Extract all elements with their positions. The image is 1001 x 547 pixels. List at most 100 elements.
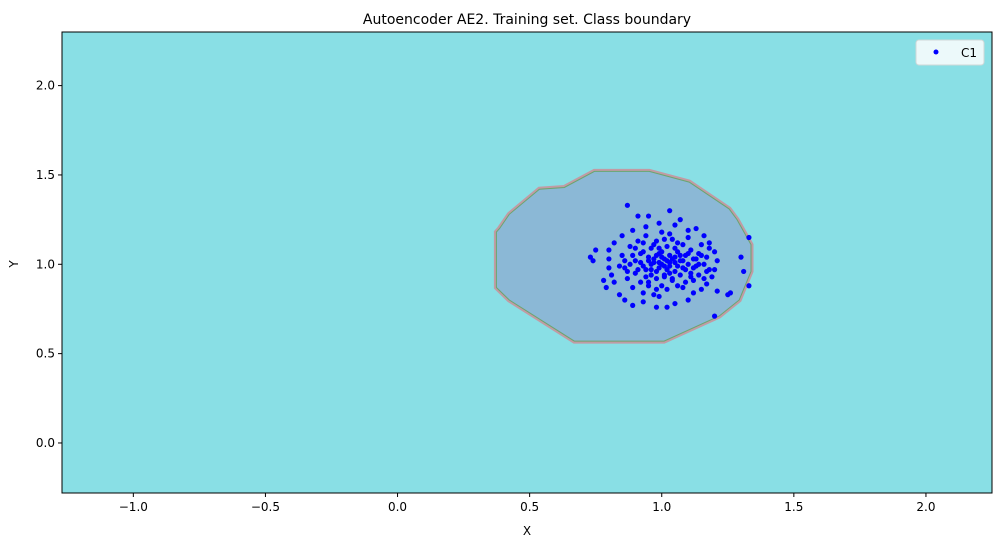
data-point xyxy=(601,277,607,283)
y-tick-label: 0.0 xyxy=(36,436,55,450)
data-point xyxy=(653,238,660,244)
data-point xyxy=(698,286,704,292)
data-point xyxy=(622,258,628,264)
data-point xyxy=(661,274,667,280)
chart-title: Autoencoder AE2. Training set. Class bou… xyxy=(363,12,691,28)
data-point xyxy=(645,258,652,264)
data-point xyxy=(688,247,694,253)
data-point xyxy=(624,202,630,208)
x-tick-label: 2.0 xyxy=(916,500,935,514)
data-point xyxy=(706,240,712,246)
data-point xyxy=(672,245,678,251)
data-point xyxy=(696,261,702,267)
x-tick-label: 0.5 xyxy=(520,500,539,514)
data-point xyxy=(606,256,612,262)
data-point xyxy=(653,304,660,310)
data-point xyxy=(648,267,654,273)
data-point xyxy=(738,254,744,260)
x-tick-label: 1.5 xyxy=(784,500,803,514)
data-point xyxy=(638,279,644,285)
data-point xyxy=(593,247,599,253)
data-point xyxy=(669,275,675,282)
data-point xyxy=(653,268,660,275)
data-point xyxy=(704,254,710,260)
data-point xyxy=(711,249,718,255)
data-point xyxy=(674,283,681,289)
data-point xyxy=(685,250,691,257)
data-point xyxy=(714,288,720,294)
data-point xyxy=(656,259,662,266)
data-point xyxy=(656,265,662,271)
data-point xyxy=(645,213,652,219)
data-point xyxy=(630,252,636,258)
data-point xyxy=(661,236,667,242)
y-axis-label: Y xyxy=(7,260,21,269)
data-point xyxy=(603,284,609,291)
data-point xyxy=(661,263,667,269)
data-point xyxy=(698,252,704,258)
data-point xyxy=(690,277,697,283)
data-point xyxy=(645,279,652,285)
data-point xyxy=(701,233,707,239)
data-point xyxy=(664,304,670,310)
legend-box xyxy=(915,39,985,66)
data-point xyxy=(711,267,718,273)
data-point xyxy=(645,254,652,260)
data-point xyxy=(648,245,654,251)
data-point xyxy=(627,261,633,267)
data-point xyxy=(630,302,636,308)
data-point xyxy=(616,292,623,298)
data-point xyxy=(616,263,623,269)
data-point xyxy=(680,284,686,291)
data-point xyxy=(690,290,697,296)
legend-marker-c1 xyxy=(933,49,939,55)
data-point xyxy=(632,245,638,251)
data-point xyxy=(674,249,681,255)
data-point xyxy=(672,222,678,228)
data-point xyxy=(606,265,612,271)
data-point xyxy=(622,265,628,271)
data-point xyxy=(656,245,662,251)
y-tick-label: 0.5 xyxy=(36,347,55,361)
data-point xyxy=(622,297,628,303)
data-point xyxy=(590,258,596,264)
data-point xyxy=(638,259,644,266)
data-point xyxy=(698,242,704,248)
y-axis: 0.0 0.5 1.0 1.5 2.0 xyxy=(36,79,62,450)
data-point xyxy=(640,240,646,246)
data-point xyxy=(653,252,660,258)
data-point xyxy=(714,258,720,264)
data-point xyxy=(643,224,649,230)
x-axis-label: X xyxy=(523,524,531,538)
data-point xyxy=(619,252,625,258)
data-point xyxy=(653,286,660,292)
data-point xyxy=(630,227,636,233)
data-point xyxy=(635,267,641,273)
data-point xyxy=(696,272,702,278)
data-point xyxy=(611,279,617,285)
data-point xyxy=(704,281,710,287)
scatter-points xyxy=(587,202,752,319)
y-tick-label: 1.0 xyxy=(36,257,55,271)
data-point xyxy=(651,242,657,248)
data-point xyxy=(640,263,646,269)
data-point xyxy=(640,249,646,255)
data-point xyxy=(672,254,678,260)
x-tick-label: 0.0 xyxy=(388,500,407,514)
data-point xyxy=(746,283,752,289)
data-point xyxy=(682,267,689,273)
x-axis: −1.0 −0.5 0.0 0.5 1.0 1.5 2.0 xyxy=(119,493,935,514)
data-point xyxy=(667,231,673,237)
data-point xyxy=(648,272,654,278)
data-point xyxy=(680,242,686,248)
data-point xyxy=(706,245,712,251)
data-point xyxy=(669,236,675,242)
data-point xyxy=(624,268,630,275)
plot-frame xyxy=(61,31,993,494)
data-point xyxy=(672,259,678,266)
data-point xyxy=(682,279,689,285)
x-tick-label: 1.0 xyxy=(652,500,671,514)
data-point xyxy=(685,227,691,233)
data-point xyxy=(693,256,699,262)
